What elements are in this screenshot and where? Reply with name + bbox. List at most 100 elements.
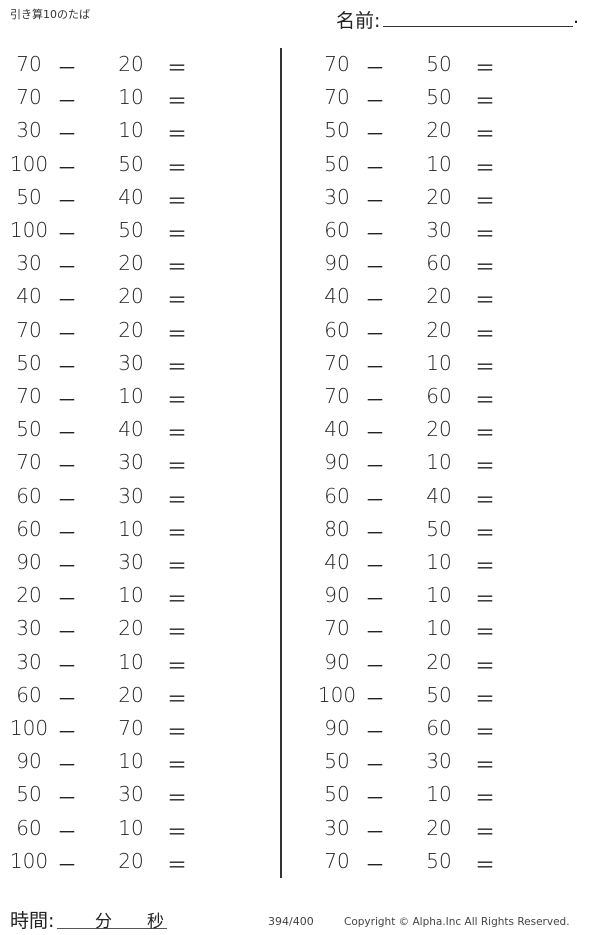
minus-sign: － bbox=[365, 89, 385, 114]
equals-sign: ＝ bbox=[475, 819, 495, 844]
minus-sign: － bbox=[57, 288, 77, 313]
name-field-line[interactable] bbox=[383, 26, 573, 27]
subtrahend: 20 bbox=[118, 52, 144, 76]
minus-sign: － bbox=[365, 56, 385, 80]
subtrahend: 50 bbox=[426, 516, 452, 541]
minuend: 50 bbox=[16, 782, 42, 807]
minus-sign: － bbox=[365, 554, 385, 578]
minus-sign: － bbox=[57, 56, 77, 80]
minuend: 70 bbox=[16, 317, 42, 342]
minus-sign: － bbox=[57, 354, 77, 379]
equals-sign: ＝ bbox=[167, 288, 187, 313]
minus-sign: － bbox=[365, 819, 385, 844]
minus-sign: － bbox=[57, 753, 77, 778]
subtrahend: 10 bbox=[118, 649, 144, 674]
minuend: 70 bbox=[324, 848, 350, 873]
minus-sign: － bbox=[365, 786, 385, 811]
minus-sign: － bbox=[57, 188, 77, 213]
equals-sign: ＝ bbox=[475, 554, 495, 578]
minuend: 70 bbox=[16, 85, 42, 110]
minus-sign: － bbox=[57, 487, 77, 512]
minus-sign: － bbox=[365, 653, 385, 678]
subtrahend: 40 bbox=[118, 417, 144, 442]
minus-sign: － bbox=[57, 653, 77, 678]
minuend: 70 bbox=[324, 85, 350, 110]
subtrahend: 60 bbox=[426, 716, 452, 740]
subtrahend: 10 bbox=[426, 550, 452, 574]
equals-sign: ＝ bbox=[475, 56, 495, 80]
equals-sign: ＝ bbox=[167, 720, 187, 744]
minuend: 90 bbox=[324, 583, 350, 608]
minuend: 60 bbox=[16, 815, 42, 840]
equals-sign: ＝ bbox=[475, 421, 495, 446]
equals-sign: ＝ bbox=[167, 487, 187, 512]
minus-sign: － bbox=[365, 753, 385, 778]
minuend: 100 bbox=[9, 716, 49, 740]
minuend: 60 bbox=[324, 218, 350, 242]
subtrahend: 70 bbox=[118, 716, 144, 740]
equals-sign: ＝ bbox=[167, 686, 187, 711]
minus-sign: － bbox=[57, 720, 77, 744]
minus-sign: － bbox=[57, 255, 77, 280]
equals-sign: ＝ bbox=[475, 388, 495, 412]
minuend: 70 bbox=[324, 52, 350, 76]
equals-sign: ＝ bbox=[167, 155, 187, 180]
page-number: 394/400 bbox=[268, 915, 314, 928]
equals-sign: ＝ bbox=[475, 720, 495, 744]
subtrahend: 40 bbox=[426, 483, 452, 508]
equals-sign: ＝ bbox=[475, 122, 495, 147]
subtrahend: 30 bbox=[118, 782, 144, 807]
subtrahend: 50 bbox=[426, 682, 452, 707]
minus-sign: － bbox=[57, 122, 77, 147]
subtrahend: 10 bbox=[426, 350, 452, 375]
subtrahend: 20 bbox=[118, 848, 144, 873]
minuend: 80 bbox=[324, 516, 350, 541]
equals-sign: ＝ bbox=[167, 454, 187, 479]
equals-sign: ＝ bbox=[475, 753, 495, 778]
equals-sign: ＝ bbox=[475, 786, 495, 811]
minuend: 70 bbox=[16, 450, 42, 475]
minus-sign: － bbox=[57, 686, 77, 711]
equals-sign: ＝ bbox=[167, 786, 187, 811]
subtrahend: 20 bbox=[426, 118, 452, 143]
minus-sign: － bbox=[57, 819, 77, 844]
minus-sign: － bbox=[365, 587, 385, 612]
minutes-label: 分 bbox=[95, 912, 112, 932]
minuend: 50 bbox=[16, 350, 42, 375]
equals-sign: ＝ bbox=[475, 487, 495, 512]
subtrahend: 60 bbox=[426, 251, 452, 276]
equals-sign: ＝ bbox=[475, 255, 495, 280]
minuend: 40 bbox=[324, 284, 350, 309]
minus-sign: － bbox=[57, 388, 77, 412]
minus-sign: － bbox=[365, 487, 385, 512]
equals-sign: ＝ bbox=[475, 89, 495, 114]
minuend: 30 bbox=[324, 815, 350, 840]
subtrahend: 20 bbox=[426, 417, 452, 442]
minus-sign: － bbox=[365, 122, 385, 147]
minus-sign: － bbox=[365, 354, 385, 379]
minus-sign: － bbox=[365, 686, 385, 711]
subtrahend: 10 bbox=[426, 616, 452, 641]
subtrahend: 20 bbox=[118, 682, 144, 707]
minuend: 30 bbox=[16, 251, 42, 276]
minuend: 90 bbox=[16, 749, 42, 774]
minus-sign: － bbox=[57, 852, 77, 877]
equals-sign: ＝ bbox=[475, 354, 495, 379]
equals-sign: ＝ bbox=[167, 354, 187, 379]
subtrahend: 50 bbox=[426, 848, 452, 873]
minuend: 40 bbox=[324, 550, 350, 574]
subtrahend: 20 bbox=[426, 317, 452, 342]
minus-sign: － bbox=[57, 222, 77, 246]
equals-sign: ＝ bbox=[475, 288, 495, 313]
minus-sign: － bbox=[365, 388, 385, 412]
subtrahend: 30 bbox=[118, 483, 144, 508]
minus-sign: － bbox=[365, 720, 385, 744]
time-field-line[interactable] bbox=[57, 928, 167, 929]
minus-sign: － bbox=[57, 321, 77, 346]
minus-sign: － bbox=[57, 89, 77, 114]
subtrahend: 30 bbox=[118, 350, 144, 375]
minus-sign: － bbox=[57, 155, 77, 180]
subtrahend: 10 bbox=[426, 151, 452, 176]
minuend: 70 bbox=[324, 616, 350, 641]
minus-sign: － bbox=[365, 421, 385, 446]
